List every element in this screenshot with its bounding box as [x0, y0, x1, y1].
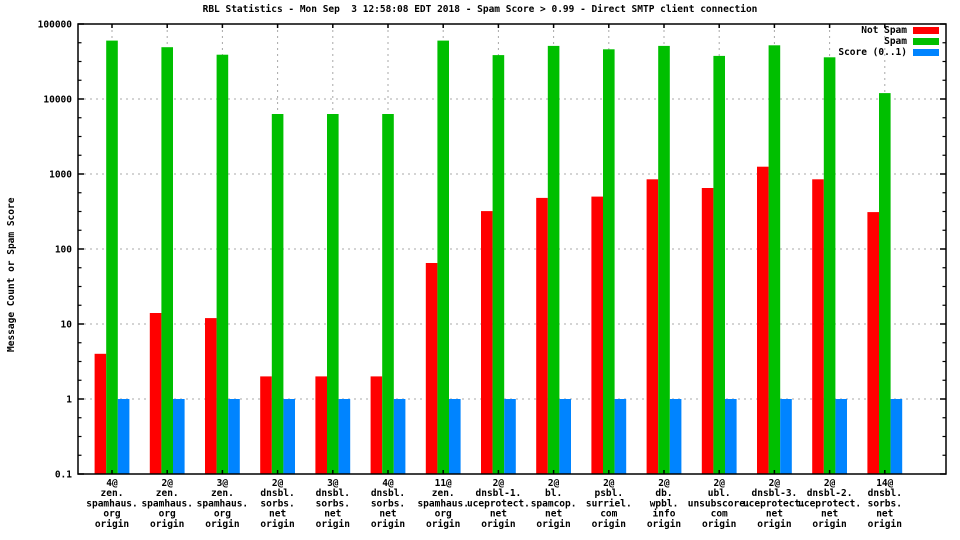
x-category-label: 2@ dnsbl-1. uceprotect. net origin	[467, 478, 530, 530]
y-tick-label: 100000	[38, 20, 73, 31]
bar	[603, 49, 615, 475]
bar	[701, 188, 714, 474]
bar	[173, 399, 185, 474]
bar	[271, 114, 284, 474]
x-category-label: 11@ zen. spamhaus. org origin	[417, 478, 468, 530]
y-tick-label: 1	[66, 395, 72, 406]
bar	[315, 376, 327, 474]
x-category-label: 2@ ubl. unsubscore. com origin	[688, 478, 751, 530]
bar	[823, 57, 836, 475]
bar	[890, 399, 903, 474]
y-tick-label: 100	[55, 245, 72, 256]
bar	[481, 211, 493, 474]
bar	[812, 179, 824, 475]
legend-label: Spam	[884, 35, 907, 47]
bar	[646, 179, 659, 475]
bar	[757, 166, 769, 474]
y-tick-label: 10000	[43, 95, 72, 106]
y-tick-label: 10	[61, 320, 73, 331]
x-category-label: 3@ zen. spamhaus. org origin	[197, 478, 248, 530]
bar	[768, 45, 781, 475]
bar	[449, 399, 461, 474]
bars-not-spam	[94, 166, 879, 475]
bar	[205, 318, 217, 474]
legend-swatch-green	[913, 37, 939, 45]
x-category-label: 4@ zen. spamhaus. org origin	[86, 478, 137, 530]
bar	[559, 399, 571, 474]
legend-swatch-red	[913, 26, 939, 34]
bar	[370, 376, 383, 474]
x-category-label: 3@ dnsbl. sorbs. net origin	[316, 478, 350, 530]
legend-entry-spam: Spam	[838, 35, 939, 47]
x-category-label: 14@ dnsbl. sorbs. net origin	[868, 478, 902, 530]
bar	[713, 55, 725, 475]
bars-score-0-1-	[117, 399, 903, 474]
x-category-label: 2@ dnsbl-2. uceprotect. net origin	[798, 478, 861, 530]
x-category-label: 2@ dnsbl-3. uceprotect. net origin	[743, 478, 806, 530]
bar	[216, 54, 229, 474]
bar	[614, 399, 627, 474]
bar	[504, 399, 516, 474]
bar	[327, 114, 339, 474]
bar	[591, 196, 603, 474]
legend-swatch-blue	[913, 48, 939, 56]
bar	[835, 399, 847, 474]
y-tick-label: 1000	[49, 170, 72, 181]
bar	[228, 399, 240, 474]
bar	[725, 399, 737, 474]
bar	[338, 399, 351, 474]
bar	[536, 197, 548, 474]
y-axis-label: Message Count or Spam Score	[6, 197, 17, 352]
legend: Not Spam Spam Score (0..1)	[838, 24, 939, 58]
axes	[77, 23, 947, 475]
bar	[393, 399, 406, 474]
bar	[283, 399, 295, 474]
bar	[867, 212, 879, 474]
chart-title: RBL Statistics - Mon Sep 3 12:58:08 EDT …	[202, 4, 758, 15]
bar	[425, 263, 438, 474]
x-category-label: 2@ psbl. surriel. com origin	[586, 478, 632, 530]
bar	[669, 399, 682, 474]
bar	[106, 40, 118, 474]
x-category-label: 2@ db. wpbl. info origin	[647, 478, 681, 530]
bar	[879, 93, 891, 474]
legend-entry-not-spam: Not Spam	[838, 24, 939, 36]
x-category-label: 2@ zen. spamhaus. org origin	[141, 478, 192, 530]
bar	[492, 55, 505, 474]
legend-label: Score (0..1)	[838, 46, 907, 58]
bars-spam	[106, 40, 891, 475]
y-tick-label: 0.1	[55, 470, 72, 481]
bar	[94, 353, 107, 474]
legend-label: Not Spam	[861, 24, 907, 36]
legend-entry-score: Score (0..1)	[838, 46, 939, 58]
bar	[437, 40, 449, 474]
bar	[161, 47, 173, 474]
x-category-label: 4@ dnsbl. sorbs. net origin	[371, 478, 405, 530]
bar	[149, 313, 162, 474]
bar	[382, 114, 394, 474]
y-tick-labels: 100000 10000 1000 100 10 1 0.1	[38, 20, 73, 481]
x-category-label: 2@ bl. spamcop. net origin	[531, 478, 577, 530]
x-category-label: 2@ dnsbl. sorbs. net origin	[260, 478, 294, 530]
bar	[260, 376, 272, 474]
bar	[658, 45, 670, 475]
bar	[547, 45, 560, 475]
bar	[780, 399, 792, 474]
bar	[117, 399, 130, 474]
